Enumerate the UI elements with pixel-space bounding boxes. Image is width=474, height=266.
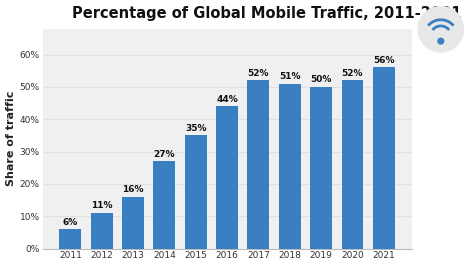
Text: 56%: 56% bbox=[373, 56, 394, 65]
Text: Percentage of Global Mobile Traffic, 2011-2021: Percentage of Global Mobile Traffic, 201… bbox=[72, 6, 462, 20]
Text: 35%: 35% bbox=[185, 124, 207, 133]
Text: 50%: 50% bbox=[310, 75, 332, 84]
Bar bbox=[279, 84, 301, 249]
Text: 27%: 27% bbox=[154, 150, 175, 159]
Bar bbox=[122, 197, 144, 249]
Text: 52%: 52% bbox=[248, 69, 269, 78]
Bar bbox=[185, 135, 207, 249]
Bar bbox=[91, 213, 113, 249]
Text: 11%: 11% bbox=[91, 201, 112, 210]
Circle shape bbox=[438, 38, 444, 44]
Bar bbox=[247, 80, 269, 249]
Y-axis label: Share of traffic: Share of traffic bbox=[6, 91, 16, 186]
Circle shape bbox=[418, 6, 464, 52]
Text: 51%: 51% bbox=[279, 72, 301, 81]
Text: 52%: 52% bbox=[342, 69, 363, 78]
Bar bbox=[216, 106, 238, 249]
Bar bbox=[341, 80, 364, 249]
Bar bbox=[59, 229, 82, 249]
Text: 44%: 44% bbox=[216, 95, 238, 104]
Text: 6%: 6% bbox=[63, 218, 78, 227]
Bar bbox=[373, 68, 395, 249]
Text: 16%: 16% bbox=[122, 185, 144, 194]
Bar bbox=[154, 161, 175, 249]
Bar bbox=[310, 87, 332, 249]
